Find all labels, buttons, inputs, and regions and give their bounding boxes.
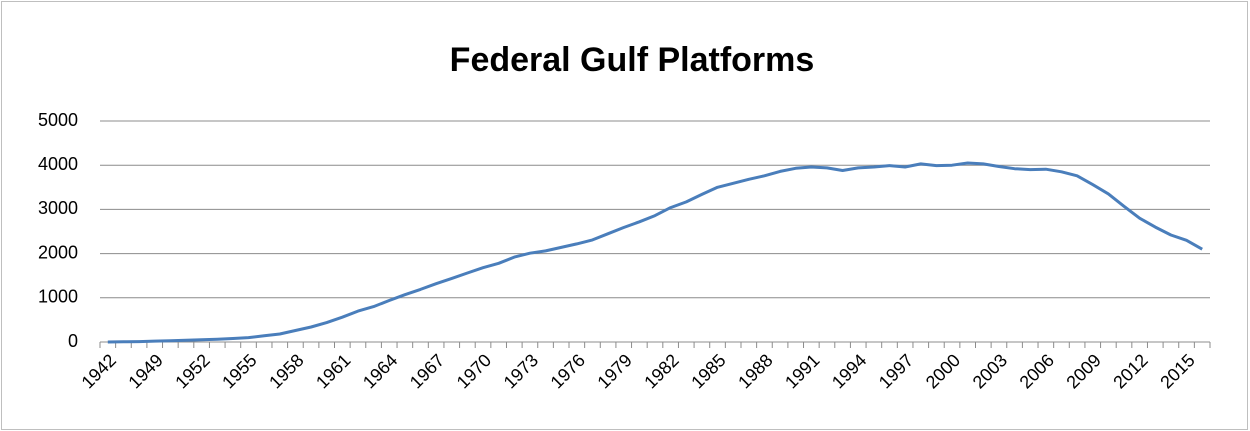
y-tick-label: 1000 [38, 287, 78, 307]
y-tick-label: 4000 [38, 154, 78, 174]
y-tick-label: 2000 [38, 242, 78, 262]
y-tick-label: 5000 [38, 110, 78, 130]
y-tick-label: 0 [68, 331, 78, 351]
data-line [107, 161, 1203, 344]
chart-title: Federal Gulf Platforms [450, 41, 815, 79]
y-tick-label: 3000 [38, 198, 78, 218]
